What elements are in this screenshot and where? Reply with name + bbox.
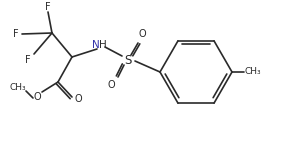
Text: N: N (92, 40, 100, 50)
Text: F: F (25, 55, 31, 65)
Text: H: H (99, 40, 107, 50)
Text: O: O (107, 80, 115, 90)
Text: O: O (138, 29, 146, 39)
Text: F: F (13, 29, 19, 39)
Text: CH₃: CH₃ (245, 67, 261, 77)
Text: O: O (74, 94, 82, 104)
Text: S: S (124, 53, 132, 66)
Text: O: O (33, 92, 41, 102)
Text: CH₃: CH₃ (10, 82, 26, 92)
Text: F: F (45, 2, 51, 12)
